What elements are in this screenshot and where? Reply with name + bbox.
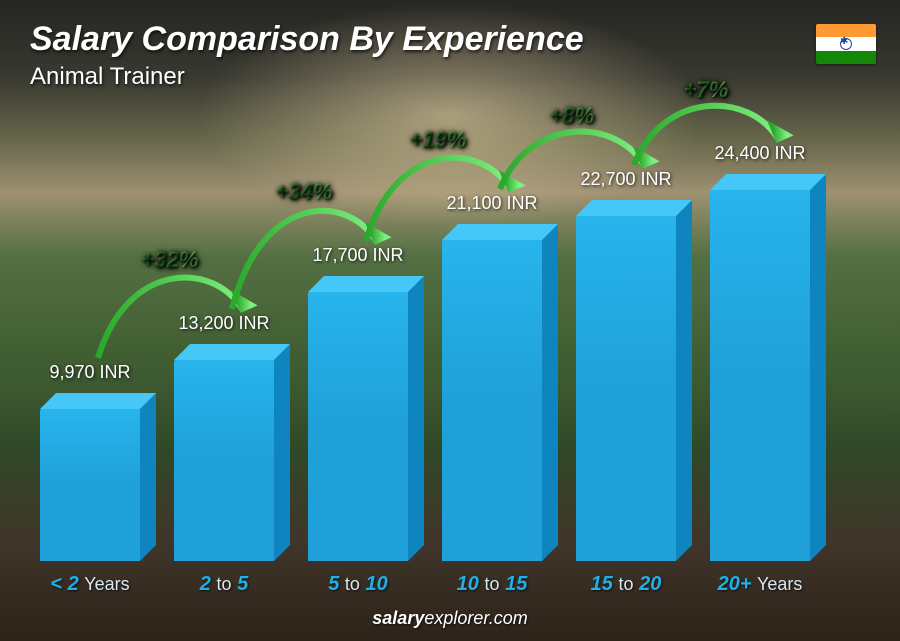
bar-value-label: 21,100 INR	[446, 193, 537, 214]
bar-value-label: 22,700 INR	[580, 169, 671, 190]
page-subtitle: Animal Trainer	[30, 63, 870, 91]
page-title: Salary Comparison By Experience	[30, 20, 870, 59]
bar-front	[710, 190, 810, 561]
bar-side	[810, 174, 826, 561]
delta-pct-2: +19%	[410, 127, 467, 153]
bar-front	[40, 409, 140, 561]
bar-0: 9,970 INR< 2 Years	[40, 121, 140, 561]
bar-side	[676, 200, 692, 561]
bar-front	[174, 360, 274, 561]
bar-top	[576, 200, 692, 216]
footer-brand-rest: explorer.com	[424, 608, 527, 628]
bar-value-label: 24,400 INR	[714, 143, 805, 164]
bar-top	[308, 276, 424, 292]
bar-top	[442, 224, 558, 240]
bar-category-label: 10 to 15	[457, 573, 528, 596]
bar-4: 22,700 INR15 to 20	[576, 121, 676, 561]
delta-pct-0: +32%	[142, 247, 199, 273]
bar-top	[40, 393, 156, 409]
bar-side	[274, 344, 290, 561]
bar-side	[408, 276, 424, 561]
bar-category-label: 20+ Years	[718, 573, 803, 596]
bar-front	[308, 292, 408, 561]
salary-bar-chart: 9,970 INR< 2 Years 13,200 INR2 to 5 17,700…	[40, 120, 840, 561]
bar-side	[140, 393, 156, 561]
bar-side	[542, 224, 558, 561]
bar-value-label: 17,700 INR	[312, 245, 403, 266]
header: Salary Comparison By Experience Animal T…	[30, 20, 870, 91]
bar-value-label: 13,200 INR	[178, 313, 269, 334]
delta-pct-4: +7%	[684, 77, 729, 103]
footer-brand: salaryexplorer.com	[0, 608, 900, 629]
bar-category-label: 2 to 5	[200, 573, 248, 596]
bar-category-label: 15 to 20	[591, 573, 662, 596]
bar-3: 21,100 INR10 to 15	[442, 121, 542, 561]
bar-front	[442, 240, 542, 561]
delta-pct-3: +8%	[550, 103, 595, 129]
delta-pct-1: +34%	[276, 179, 333, 205]
flag-stripe-bottom	[816, 51, 876, 64]
bar-1: 13,200 INR2 to 5	[174, 121, 274, 561]
flag-wheel-icon	[840, 38, 852, 50]
bar-top	[174, 344, 290, 360]
country-flag-india	[816, 24, 876, 64]
footer-brand-bold: salary	[372, 608, 424, 628]
bar-top	[710, 174, 826, 190]
bar-front	[576, 216, 676, 561]
bar-category-label: 5 to 10	[328, 573, 388, 596]
bar-5: 24,400 INR20+ Years	[710, 121, 810, 561]
bar-value-label: 9,970 INR	[49, 362, 130, 383]
bar-category-label: < 2 Years	[50, 573, 129, 596]
